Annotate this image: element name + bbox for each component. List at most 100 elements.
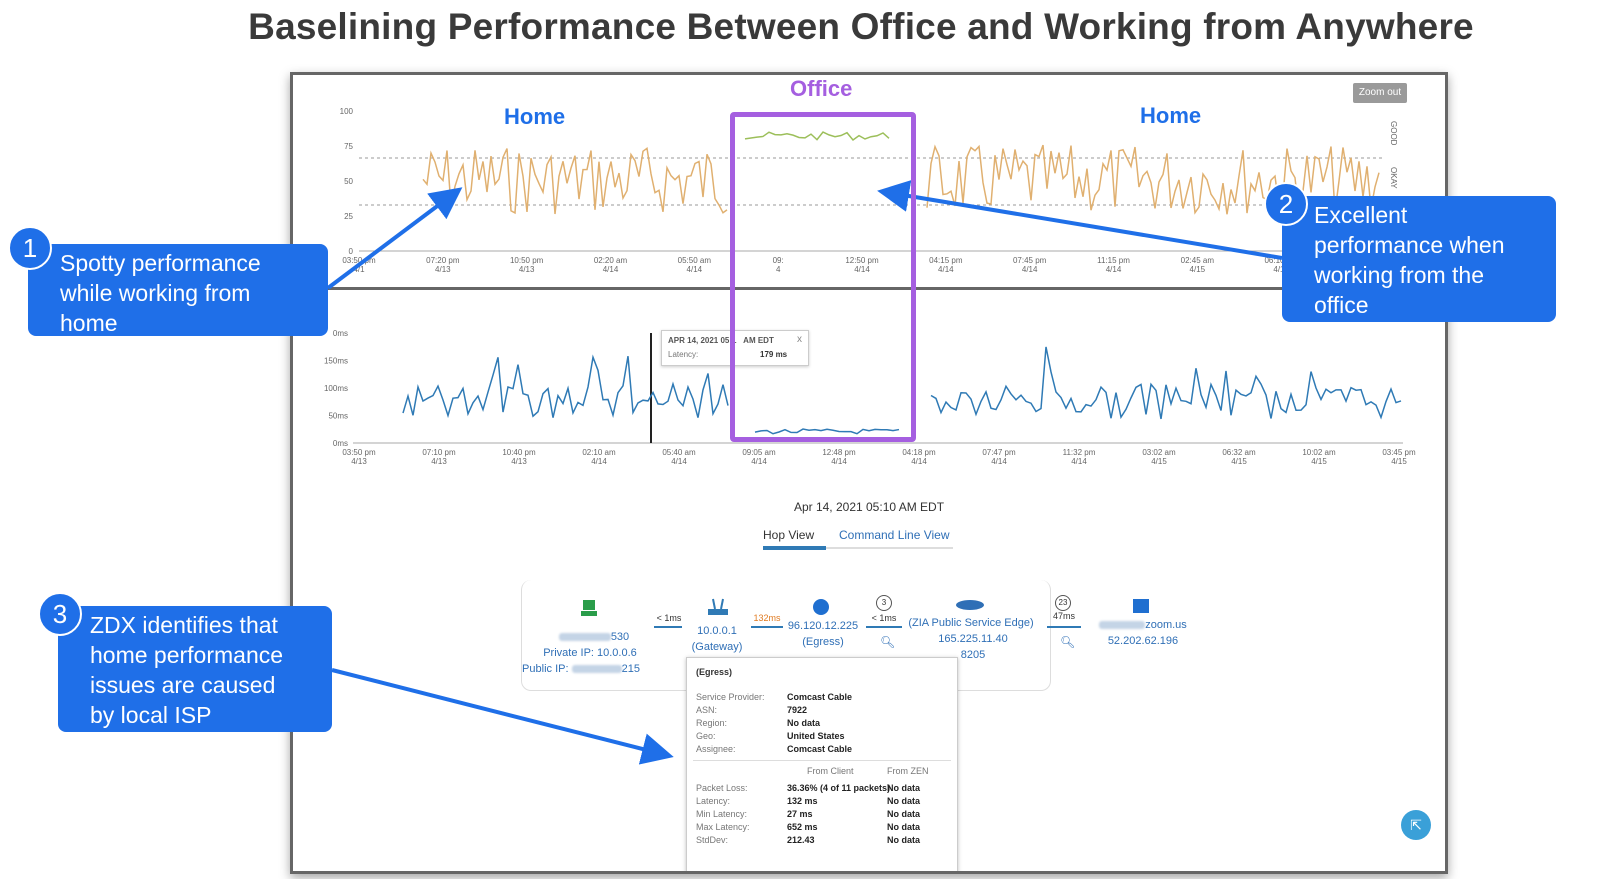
- x-tick-date: 4/1: [353, 265, 365, 274]
- dest-hop-count: 23: [1055, 595, 1071, 611]
- callout-line: while working from: [60, 280, 251, 306]
- x-tick-date: 4/14: [831, 457, 847, 466]
- panel-col-header: From Client: [807, 766, 854, 776]
- x-tick-date: 4/13: [431, 457, 447, 466]
- home-label-right: Home: [1140, 103, 1202, 128]
- x-tick-date: 4/14: [1106, 265, 1122, 274]
- x-tick-date: 4/13: [351, 457, 367, 466]
- panel-metric-client: 36.36% (4 of 11 packets): [787, 783, 891, 793]
- detail-timestamp: Apr 14, 2021 05:10 AM EDT: [793, 500, 945, 514]
- zia-ip: 165.225.11.40: [938, 633, 1008, 645]
- egress-detail-panel: (Egress) Service Provider: Comcast Cable…: [686, 657, 958, 871]
- callout-number-2: 2: [1264, 182, 1308, 226]
- x-tick-date: 4/14: [911, 457, 927, 466]
- callout-line: working from the: [1314, 262, 1485, 288]
- connector-egress-zia: [866, 626, 902, 628]
- panel-metric-zen: No data: [887, 796, 921, 806]
- panel-title: (Egress): [696, 667, 733, 677]
- y-tick-label: 0ms: [333, 329, 348, 338]
- x-tick-date: 4/15: [1231, 457, 1247, 466]
- tooltip-close-icon[interactable]: x: [797, 334, 802, 345]
- app-icon: [1133, 599, 1149, 613]
- dest-name: zoom.us: [1083, 619, 1203, 631]
- x-tick-time: 02:20 am: [594, 256, 628, 265]
- x-tick-date: 4/14: [687, 265, 703, 274]
- home-label-left: Home: [504, 104, 566, 129]
- y-tick-label: 150ms: [324, 357, 348, 366]
- x-tick-date: 4/14: [938, 265, 954, 274]
- panel-row-label: Region:: [696, 718, 728, 728]
- y-tick-label: 0ms: [333, 439, 348, 448]
- dest-ip: 52.202.62.196: [1107, 635, 1179, 647]
- callout-2: Excellent performance when working from …: [1282, 196, 1556, 322]
- x-tick-time: 03:02 am: [1142, 448, 1176, 457]
- panel-metric-label: Latency:: [696, 796, 731, 806]
- tab-hop-view[interactable]: Hop View: [763, 528, 815, 542]
- y-tick-label: 100ms: [324, 384, 348, 393]
- callout-1: Spotty performance while working from ho…: [28, 244, 328, 336]
- x-tick-time: 06:10 am: [1264, 256, 1298, 265]
- tab-command-line-view[interactable]: Command Line View: [839, 528, 950, 542]
- x-tick-date: 4/15: [1190, 265, 1206, 274]
- panel-metric-zen: No data: [887, 783, 921, 793]
- panel-row-value: No data: [787, 718, 821, 728]
- arrow-1: [326, 187, 463, 290]
- panel-row-value: Comcast Cable: [787, 692, 853, 702]
- latency-line-home: [930, 346, 1402, 420]
- panel-col-header: From ZEN: [887, 766, 929, 776]
- x-tick-time: 03:50 pm: [342, 448, 376, 457]
- x-tick-date: 4/15: [1273, 265, 1289, 274]
- zia-hop-count: 3: [876, 595, 892, 611]
- x-tick-time: 05:50 am: [678, 256, 712, 265]
- laptop-icon: [581, 600, 597, 616]
- cloud-icon: [956, 600, 984, 610]
- zoom-out-button[interactable]: Zoom out: [1353, 83, 1407, 103]
- x-tick-date: 4/15: [1391, 457, 1407, 466]
- tab-underline: [763, 547, 953, 549]
- band-label-good: GOOD: [1389, 121, 1398, 146]
- office-highlight-box: [730, 112, 916, 442]
- x-tick-date: 4/15: [1311, 457, 1327, 466]
- callout-line: office: [1314, 292, 1369, 318]
- callout-number-1: 1: [8, 226, 52, 270]
- device-name: 530: [549, 631, 639, 643]
- x-tick-date: 4/13: [511, 457, 527, 466]
- panel-metric-client: 132 ms: [787, 796, 818, 806]
- callout-3: ZDX identifies that home performance iss…: [58, 606, 332, 732]
- egress-label: (Egress): [802, 636, 844, 648]
- fab-expand-icon[interactable]: ⇱: [1401, 810, 1431, 840]
- x-tick-time: 10:02 am: [1302, 448, 1336, 457]
- egress-ip: 96.120.12.225: [787, 620, 859, 632]
- x-tick-time: 04:18 pm: [902, 448, 936, 457]
- panel-metric-client: 652 ms: [787, 822, 818, 832]
- x-tick-time: 09:05 am: [742, 448, 776, 457]
- callout-line: performance when: [1314, 232, 1505, 258]
- x-tick-time: 12:50 pm: [845, 256, 879, 265]
- panel-row-value: 7922: [787, 705, 808, 715]
- x-tick-time: 03:50 pm: [342, 256, 376, 265]
- panel-row-label: Assignee:: [696, 744, 736, 754]
- x-tick-time: 02:45 am: [1181, 256, 1215, 265]
- x-tick-date: 4/14: [603, 265, 619, 274]
- zoom-in-icon[interactable]: 🔍︎: [880, 635, 896, 649]
- x-tick-time: 12:48 pm: [822, 448, 856, 457]
- tooltip-value: 179 ms: [760, 350, 788, 359]
- x-tick-date: 4/13: [519, 265, 535, 274]
- zia-label: (ZIA Public Service Edge): [908, 617, 1034, 629]
- connector-zia-dest: [1047, 626, 1081, 628]
- panel-metric-client: 212.43: [787, 835, 815, 845]
- panel-metric-label: Max Latency:: [696, 822, 750, 832]
- x-tick-time: 09:: [773, 256, 784, 265]
- score-line-home: [926, 144, 1380, 215]
- router-icon: [708, 598, 728, 615]
- latency-line-home: [402, 354, 729, 419]
- callout-line: ZDX identifies that: [90, 612, 278, 638]
- x-tick-time: 07:20 pm: [426, 256, 460, 265]
- x-tick-date: 4/14: [1022, 265, 1038, 274]
- callout-line: issues are caused: [90, 672, 276, 698]
- zoom-in-icon[interactable]: 🔍︎: [1060, 635, 1076, 649]
- x-tick-time: 06:32 am: [1222, 448, 1256, 457]
- page-title: Baselining Performance Between Office an…: [248, 6, 1474, 47]
